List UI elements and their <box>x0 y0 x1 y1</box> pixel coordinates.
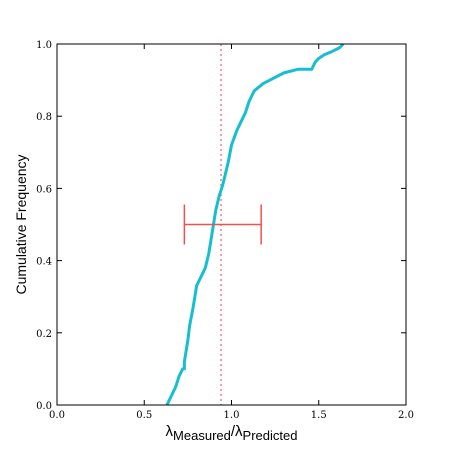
x-tick-label: 0.0 <box>49 410 65 421</box>
y-tick-label: 0.6 <box>36 184 52 195</box>
x-axis-separator: / <box>231 423 236 440</box>
x-axis-ticks: 0.0 0.5 1.0 1.5 2.0 <box>49 44 414 421</box>
x-tick-label: 2.0 <box>398 410 414 421</box>
y-tick-label: 0.2 <box>36 329 52 340</box>
y-tick-label: 0.4 <box>36 257 52 268</box>
x-axis-symbol-2: λ <box>235 423 243 440</box>
y-tick-label: 1.0 <box>36 40 52 51</box>
x-axis-sub-measured: Measured <box>173 428 231 443</box>
x-axis-title: λMeasured/λPredicted <box>166 423 298 443</box>
x-tick-label: 1.5 <box>311 410 327 421</box>
plot-content <box>165 42 345 406</box>
x-tick-label: 1.0 <box>224 410 240 421</box>
y-tick-label: 0.8 <box>36 112 52 123</box>
series-line-0 <box>165 42 345 406</box>
y-axis-title: Cumulative Frequency <box>13 154 29 294</box>
y-axis-ticks: 0.0 0.2 0.4 0.6 0.8 1.0 <box>36 40 406 412</box>
y-tick-label: 0.0 <box>36 401 52 412</box>
x-axis-symbol-1: λ <box>166 423 174 440</box>
x-axis-sub-predicted: Predicted <box>243 428 298 443</box>
x-tick-label: 0.5 <box>136 410 152 421</box>
